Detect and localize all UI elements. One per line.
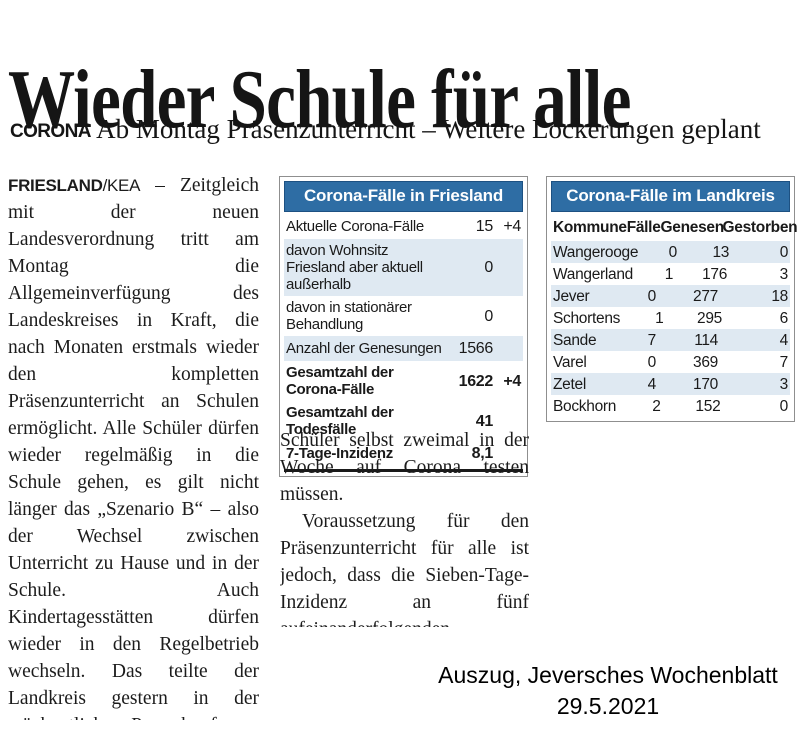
column-header-kommune: Kommune — [553, 219, 627, 236]
row-value: 15 — [475, 218, 494, 235]
table-row: 7-Tage-Inzidenz 8,1 — [284, 441, 523, 466]
article-column-middle: Schüler selbst zweimal in der Woche auf … — [280, 427, 529, 627]
cell-faelle: 0 — [647, 353, 657, 371]
landkreis-table: Corona-Fälle im Landkreis Kommune Fälle … — [546, 176, 798, 422]
table-row: Varel 0 369 7 — [551, 351, 790, 373]
cell-genesen: 170 — [693, 375, 718, 393]
table-row: Bockhorn 2 152 0 — [551, 395, 790, 417]
column-header-gestorben: Gestorben — [722, 219, 798, 236]
cell-genesen: 152 — [695, 397, 721, 415]
cell-gestorben: 3 — [779, 265, 789, 283]
cell-kommune: Bockhorn — [553, 397, 617, 415]
cell-genesen: 295 — [697, 309, 722, 327]
cell-kommune: Sande — [553, 331, 597, 349]
table-row: davon Wohnsitz Friesland aber aktuell au… — [284, 239, 523, 296]
row-label: Gesamtzahl der Corona-Fälle — [286, 364, 394, 398]
article-paragraph: Schüler selbst zweimal in der Woche auf … — [280, 430, 529, 505]
table-row: Wangerooge 0 13 0 — [551, 241, 790, 263]
dateline-separator: – — [140, 175, 180, 196]
table-row: Sande 7 114 4 — [551, 329, 790, 351]
row-label: Gesamtzahl der Todesfälle — [286, 404, 394, 438]
cell-genesen: 176 — [702, 265, 728, 283]
cell-faelle: 7 — [647, 331, 657, 349]
cell-faelle: 1 — [664, 265, 674, 283]
cell-genesen: 114 — [694, 331, 718, 349]
row-delta: +4 — [503, 372, 521, 390]
cell-faelle: 0 — [647, 287, 657, 305]
row-label: Anzahl der Genesungen — [286, 340, 442, 357]
row-delta: +4 — [503, 218, 521, 235]
table-row: Jever 0 277 18 — [551, 285, 790, 307]
table-row: davon in stationärer Behandlung 0 — [284, 296, 523, 336]
table-row: Schortens 1 295 6 — [551, 307, 790, 329]
row-value: 1566 — [458, 340, 494, 357]
cell-kommune: Wangerland — [553, 265, 634, 283]
cell-faelle: 2 — [652, 397, 661, 415]
row-value: 8,1 — [471, 445, 494, 462]
cell-gestorben: 0 — [779, 397, 789, 415]
headline: Wieder Schule für alle — [8, 53, 631, 147]
row-value: 1622 — [458, 372, 494, 390]
cell-genesen: 277 — [693, 287, 718, 305]
cell-kommune: Jever — [553, 287, 590, 305]
dateline-location: FRIESLAND — [8, 176, 103, 195]
kicker-tag: CORONA — [10, 121, 91, 142]
row-value: 41 — [475, 412, 494, 430]
cell-gestorben: 7 — [779, 353, 789, 371]
cell-gestorben: 0 — [779, 243, 789, 261]
cell-gestorben: 18 — [771, 287, 788, 305]
landkreis-table-title: Corona-Fälle im Landkreis — [551, 181, 790, 212]
cell-faelle: 4 — [647, 375, 657, 393]
friesland-table: Corona-Fälle in Friesland Aktuelle Coron… — [279, 176, 528, 477]
article-paragraph: Voraussetzung für den Präsenzunterricht … — [280, 511, 529, 627]
cell-gestorben: 3 — [779, 375, 789, 393]
row-label: davon in stationärer Behandlung — [286, 299, 412, 333]
column-header-genesen: Genesen — [660, 219, 725, 236]
kicker-line: CORONA Ab Montag Präsenzunterricht – Wei… — [10, 112, 800, 149]
cell-kommune: Varel — [553, 353, 587, 371]
kicker-text: Ab Montag Präsenzunterricht – Weitere Lo… — [96, 114, 761, 144]
friesland-table-title: Corona-Fälle in Friesland — [284, 181, 523, 212]
table-row: Gesamtzahl der Todesfälle 41 — [284, 401, 523, 441]
row-label: 7-Tage-Inzidenz — [286, 445, 393, 462]
article-paragraph: FRIESLAND/KEA – Zeitgleich mit der neuen… — [8, 172, 259, 720]
table-row: Aktuelle Corona-Fälle 15 +4 — [284, 214, 523, 239]
column-header-faelle: Fälle — [626, 219, 661, 236]
table-row: Anzahl der Genesungen 1566 — [284, 336, 523, 361]
table-header-row: Kommune Fälle Genesen Gestorben — [551, 214, 798, 241]
cell-kommune: Wangerooge — [553, 243, 639, 261]
cell-faelle: 0 — [668, 243, 678, 261]
row-value: 0 — [484, 307, 493, 325]
article-column-left: FRIESLAND/KEA – Zeitgleich mit der neuen… — [8, 172, 259, 720]
cell-gestorben: 6 — [779, 309, 789, 327]
dateline-credit: /KEA — [102, 176, 141, 195]
table-row: Gesamtzahl der Corona-Fälle 1622 +4 — [284, 361, 523, 401]
row-label: davon Wohnsitz Friesland aber aktuell au… — [286, 242, 423, 293]
table-foot-rule — [284, 469, 523, 472]
cell-genesen: 369 — [693, 353, 718, 371]
cell-kommune: Schortens — [553, 309, 621, 327]
cell-gestorben: 4 — [779, 331, 789, 349]
row-label: Aktuelle Corona-Fälle — [286, 218, 424, 235]
table-row: Zetel 4 170 3 — [551, 373, 790, 395]
cell-faelle: 1 — [655, 309, 664, 327]
caption-source: Auszug, Jeversches Wochenblatt — [438, 662, 778, 688]
cell-kommune: Zetel — [553, 375, 586, 393]
table-row: Wangerland 1 176 3 — [551, 263, 790, 285]
cell-genesen: 13 — [712, 243, 730, 261]
source-caption: Auszug, Jeversches Wochenblatt 29.5.2021 — [408, 660, 800, 722]
row-value: 0 — [484, 259, 493, 276]
paragraph-text: Zeitgleich mit der neuen Landesverordnun… — [8, 175, 259, 720]
caption-date: 29.5.2021 — [556, 693, 660, 719]
